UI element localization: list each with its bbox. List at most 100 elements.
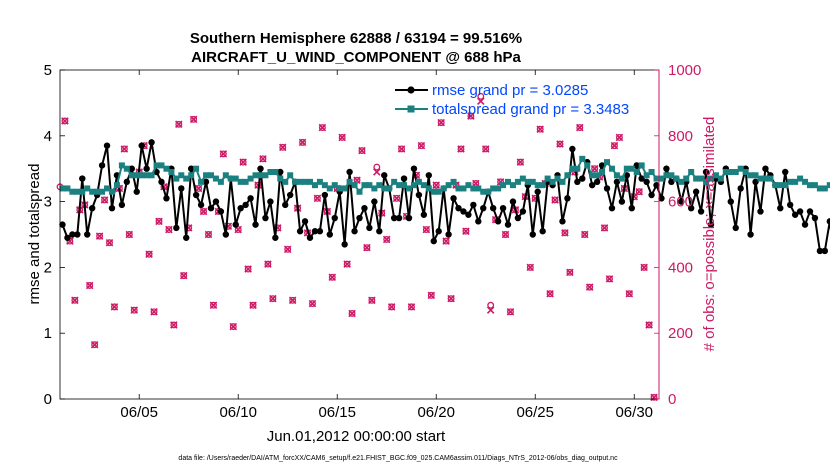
- legend-rmse-label: rmse grand pr = 3.0285: [432, 82, 588, 99]
- obs-assimilated-marker: [447, 294, 455, 303]
- totalspread-point: [495, 185, 502, 192]
- rmse-point: [445, 231, 452, 238]
- totalspread-point: [460, 185, 467, 192]
- totalspread-point: [549, 178, 556, 185]
- obs-assimilated-marker: [551, 196, 559, 204]
- rmse-point: [648, 191, 655, 199]
- totalspread-point: [797, 175, 804, 182]
- rmse-point: [801, 221, 809, 228]
- totalspread-point: [396, 182, 403, 189]
- chart-title: Southern Hemisphere 62888 / 63194 = 99.5…: [190, 30, 522, 47]
- rmse-point: [702, 168, 710, 176]
- totalspread-point: [618, 175, 625, 182]
- rmse-point: [697, 208, 705, 215]
- obs-assimilated-marker: [481, 145, 490, 153]
- rmse-point: [480, 204, 487, 212]
- totalspread-point: [341, 185, 348, 192]
- rmse-point: [108, 204, 116, 212]
- totalspread-point: [376, 182, 383, 189]
- totalspread-point: [554, 175, 561, 182]
- totalspread-point: [163, 165, 170, 172]
- rmse-point: [183, 234, 190, 241]
- obs-assimilated-marker: [209, 301, 218, 310]
- obs-possible-marker: [175, 120, 183, 128]
- totalspread-point: [584, 162, 591, 169]
- rmse-point: [282, 201, 289, 209]
- totalspread-point: [277, 175, 284, 182]
- obs-assimilated-marker: [179, 271, 188, 280]
- rmse-point: [782, 168, 789, 176]
- obs-possible-marker: [170, 321, 178, 329]
- obs-assimilated-marker: [615, 133, 624, 142]
- totalspread-point: [569, 165, 576, 172]
- rmse-point: [747, 231, 754, 238]
- totalspread-point: [673, 175, 680, 182]
- totalspread-point: [604, 159, 611, 166]
- obs-assimilated-marker: [610, 141, 619, 150]
- obs-possible-marker: [299, 138, 307, 146]
- rmse-point: [84, 231, 91, 238]
- obs-assimilated-marker: [204, 230, 213, 239]
- obs-assimilated-marker: [501, 230, 510, 239]
- obs-assimilated-marker: [105, 238, 114, 247]
- totalspread-point: [505, 178, 512, 185]
- totalspread-point: [321, 182, 328, 189]
- rmse-point: [143, 165, 150, 172]
- obs-assimilated-marker: [279, 143, 287, 152]
- obs-possible-marker: [200, 208, 208, 215]
- obs-possible-marker: [556, 140, 564, 148]
- totalspread-point: [638, 162, 645, 169]
- x-axis-label: Jun.01,2012 00:00:00 start: [267, 428, 446, 445]
- totalspread-point: [693, 175, 700, 182]
- obs-assimilated-marker: [199, 207, 208, 216]
- totalspread-point: [648, 168, 655, 175]
- y-tick-label: 4: [44, 128, 52, 145]
- obs-assimilated-marker: [397, 145, 406, 153]
- obs-assimilated-marker: [165, 225, 173, 234]
- totalspread-point: [594, 172, 601, 179]
- totalspread-point: [826, 182, 830, 189]
- rmse-point: [668, 178, 675, 186]
- totalspread-point: [69, 188, 76, 195]
- rmse-point: [450, 195, 457, 202]
- rmse-point: [569, 145, 576, 153]
- totalspread-point: [104, 185, 111, 192]
- obs-assimilated-marker: [506, 308, 515, 316]
- rmse-point: [390, 214, 398, 222]
- totalspread-point: [173, 175, 180, 182]
- totalspread-point: [643, 172, 650, 179]
- rmse-point: [128, 165, 135, 172]
- rmse-point: [564, 195, 571, 202]
- totalspread-point: [514, 178, 521, 185]
- legend-rmse-marker: [407, 86, 415, 94]
- totalspread-point: [787, 178, 794, 185]
- obs-possible-marker: [150, 308, 158, 316]
- rmse-point: [658, 195, 665, 202]
- rmse-point: [806, 208, 814, 215]
- rmse-point: [346, 168, 353, 176]
- obs-assimilated-marker: [249, 301, 257, 310]
- totalspread-point: [247, 175, 254, 182]
- rmse-point: [69, 231, 76, 238]
- obs-possible-marker: [274, 224, 282, 232]
- obs-assimilated-marker: [219, 150, 228, 158]
- totalspread-point: [366, 182, 373, 189]
- rmse-point: [133, 188, 140, 195]
- totalspread-point: [732, 168, 739, 175]
- rmse-point: [420, 211, 428, 218]
- rmse-point: [663, 165, 670, 172]
- axes: 06/05 06/10 06/15 06/20 06/25 06/30 0 1 2 3 4 5 0 200…: [44, 62, 702, 421]
- totalspread-point: [331, 182, 338, 189]
- rmse-point: [395, 214, 403, 222]
- totalspread-point: [252, 172, 259, 179]
- obs-possible-marker: [566, 268, 574, 276]
- totalspread-point: [242, 178, 249, 185]
- rmse-point: [499, 204, 507, 212]
- obs-assimilated-marker: [645, 321, 653, 329]
- rmse-point: [138, 142, 145, 149]
- rmse-point: [519, 208, 527, 215]
- rmse-point: [74, 231, 81, 238]
- totalspread-point: [227, 175, 234, 182]
- totalspread-point: [356, 188, 363, 195]
